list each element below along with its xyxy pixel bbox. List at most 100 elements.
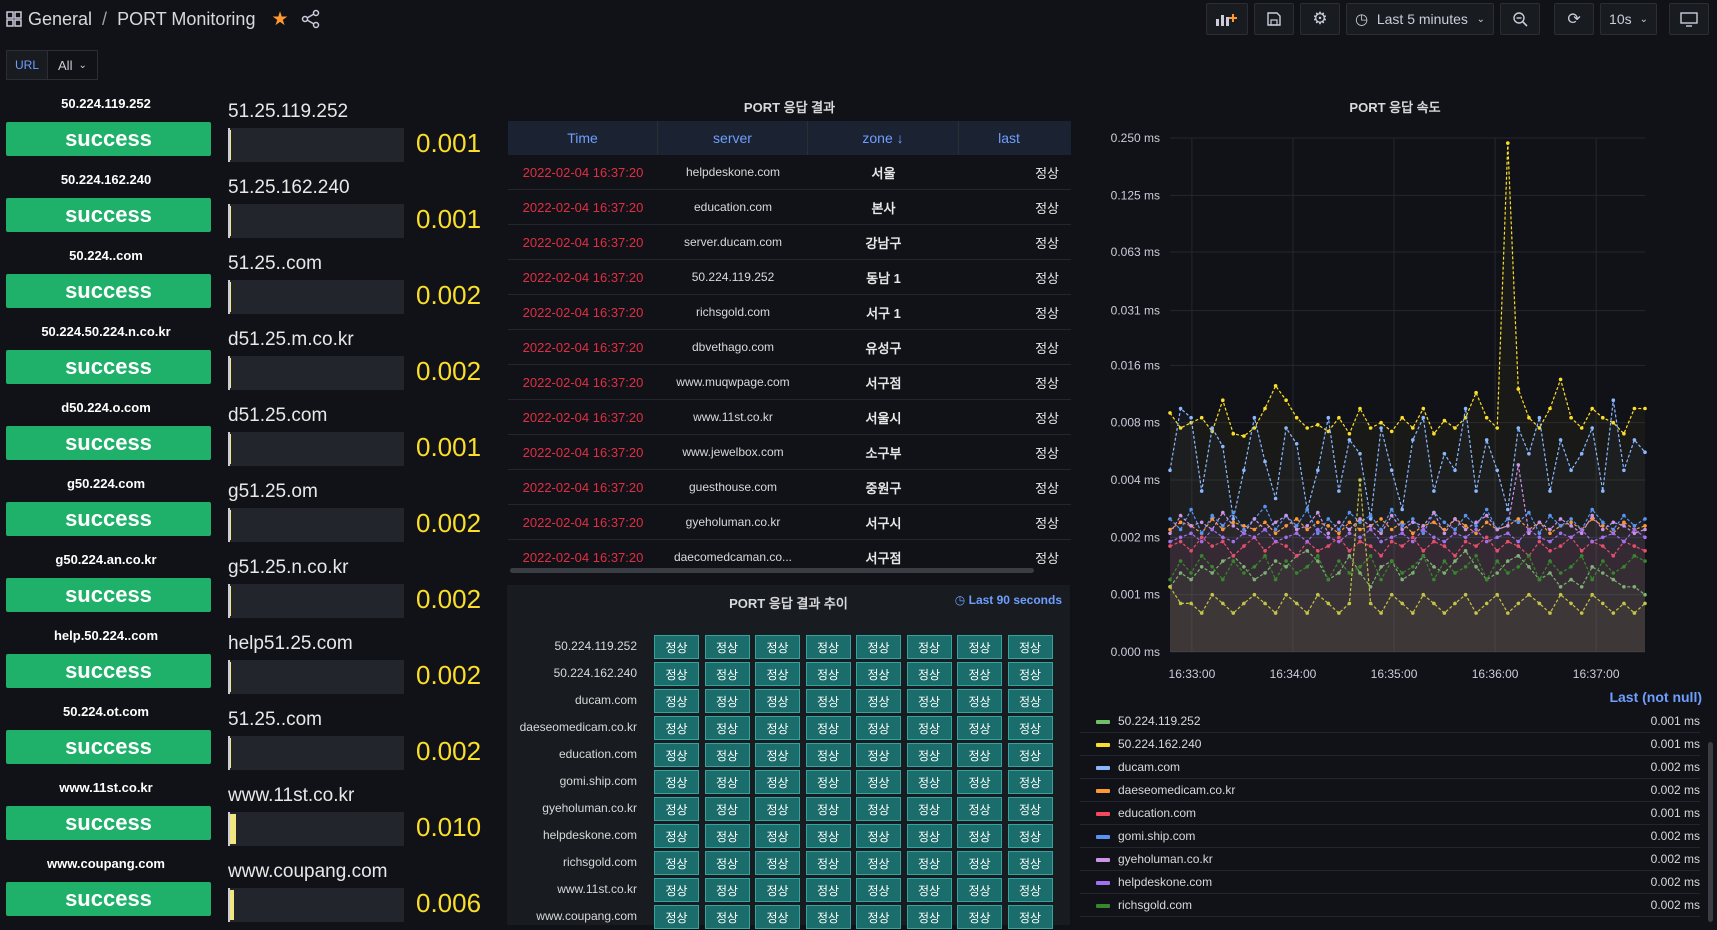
timeline-state-cell[interactable]: 정상 (755, 635, 800, 659)
timeline-state-cell[interactable]: 정상 (957, 662, 1002, 686)
legend-item[interactable]: education.com 0.001 ms (1080, 802, 1700, 825)
timeline-state-cell[interactable]: 정상 (856, 662, 901, 686)
timeline-state-cell[interactable]: 정상 (957, 824, 1002, 848)
timeline-state-cell[interactable]: 정상 (654, 635, 699, 659)
timeline-state-cell[interactable]: 정상 (805, 662, 851, 686)
timeline-state-cell[interactable]: 정상 (704, 635, 750, 659)
timeline-state-cell[interactable]: 정상 (654, 878, 699, 902)
timeline-state-cell[interactable]: 정상 (704, 662, 750, 686)
series-line[interactable] (1169, 505, 1646, 535)
legend-item[interactable]: gyeholuman.co.kr 0.002 ms (1080, 848, 1700, 871)
timeline-state-cell[interactable]: 정상 (654, 743, 699, 767)
legend-item[interactable]: 50.224.162.240 0.001 ms (1080, 733, 1700, 756)
timeline-state-cell[interactable]: 정상 (755, 770, 800, 794)
timeline-state-cell[interactable]: 정상 (906, 824, 952, 848)
table-horizontal-scrollbar[interactable] (510, 568, 1034, 573)
breadcrumb-folder[interactable]: General (28, 8, 93, 29)
timeline-state-cell[interactable]: 정상 (957, 797, 1002, 821)
column-header-zone[interactable]: zone ↓ (808, 121, 959, 155)
timeline-state-cell[interactable]: 정상 (755, 689, 800, 713)
series-line[interactable] (1169, 517, 1646, 535)
table-row[interactable]: 2022-02-04 16:37:20 50.224.119.252 동남 1 정상 (508, 260, 1071, 295)
timeline-state-cell[interactable]: 정상 (755, 716, 800, 740)
timeline-state-cell[interactable]: 정상 (755, 824, 800, 848)
timeline-state-cell[interactable]: 정상 (805, 797, 851, 821)
add-panel-button[interactable] (1206, 3, 1249, 35)
timeline-state-cell[interactable]: 정상 (805, 689, 851, 713)
column-header-last[interactable]: last (998, 130, 1020, 146)
timeline-state-cell[interactable]: 정상 (654, 770, 699, 794)
table-row[interactable]: 2022-02-04 16:37:20 dbvethago.com 유성구 정상 (508, 330, 1071, 365)
timeline-state-cell[interactable]: 정상 (755, 662, 800, 686)
timeline-state-cell[interactable]: 정상 (755, 905, 800, 929)
legend-vertical-scrollbar[interactable] (1708, 742, 1713, 922)
timeline-state-cell[interactable]: 정상 (805, 635, 851, 659)
series-line[interactable] (1169, 549, 1646, 596)
timeline-state-cell[interactable]: 정상 (856, 851, 901, 875)
dashboard-settings-button[interactable]: ⚙ (1300, 3, 1341, 35)
timeline-state-cell[interactable]: 정상 (1007, 797, 1053, 821)
timeline-state-cell[interactable]: 정상 (957, 770, 1002, 794)
series-line[interactable] (1169, 528, 1646, 543)
timeline-state-cell[interactable]: 정상 (704, 824, 750, 848)
timeline-state-cell[interactable]: 정상 (805, 878, 851, 902)
legend-item[interactable]: daeseomedicam.co.kr 0.002 ms (1080, 779, 1700, 802)
share-icon[interactable] (301, 9, 321, 29)
table-row[interactable]: 2022-02-04 16:37:20 server.ducam.com 강남구 정상 (508, 225, 1071, 260)
timeline-state-cell[interactable]: 정상 (906, 662, 952, 686)
timeline-state-cell[interactable]: 정상 (957, 689, 1002, 713)
timeline-state-cell[interactable]: 정상 (654, 716, 699, 740)
legend-item[interactable]: gomi.ship.com 0.002 ms (1080, 825, 1700, 848)
timeline-state-cell[interactable]: 정상 (704, 770, 750, 794)
timeline-state-cell[interactable]: 정상 (805, 851, 851, 875)
timeline-state-cell[interactable]: 정상 (704, 797, 750, 821)
table-row[interactable]: 2022-02-04 16:37:20 www.11st.co.kr 서울시 정상 (508, 400, 1071, 435)
tv-mode-button[interactable] (1669, 3, 1709, 35)
timeline-state-cell[interactable]: 정상 (957, 878, 1002, 902)
column-header-time[interactable]: Time (508, 121, 658, 155)
timeline-state-cell[interactable]: 정상 (856, 878, 901, 902)
table-row[interactable]: 2022-02-04 16:37:20 daecomedcaman.co... 서구… (508, 540, 1071, 568)
timeline-state-cell[interactable]: 정상 (704, 878, 750, 902)
timeline-state-cell[interactable]: 정상 (805, 743, 851, 767)
timeline-state-cell[interactable]: 정상 (1007, 716, 1053, 740)
timeline-state-cell[interactable]: 정상 (906, 689, 952, 713)
timeline-state-cell[interactable]: 정상 (704, 689, 750, 713)
timeline-state-cell[interactable]: 정상 (755, 878, 800, 902)
table-row[interactable]: 2022-02-04 16:37:20 guesthouse.com 중원구 정상 (508, 470, 1071, 505)
legend-item[interactable]: richsgold.com 0.002 ms (1080, 894, 1700, 917)
legend-header[interactable]: Last (not null) (1609, 689, 1702, 705)
timeline-state-cell[interactable]: 정상 (957, 905, 1002, 929)
timeline-state-cell[interactable]: 정상 (957, 743, 1002, 767)
timeline-state-cell[interactable]: 정상 (1007, 635, 1053, 659)
timeline-state-cell[interactable]: 정상 (805, 905, 851, 929)
timeline-state-cell[interactable]: 정상 (957, 635, 1002, 659)
timeline-state-cell[interactable]: 정상 (805, 770, 851, 794)
timeline-state-cell[interactable]: 정상 (856, 797, 901, 821)
timeline-state-cell[interactable]: 정상 (906, 770, 952, 794)
timeline-state-cell[interactable]: 정상 (704, 851, 750, 875)
dashboards-grid-icon[interactable] (6, 11, 22, 27)
timeline-state-cell[interactable]: 정상 (906, 743, 952, 767)
timeline-state-cell[interactable]: 정상 (856, 689, 901, 713)
table-row[interactable]: 2022-02-04 16:37:20 www.muqwpage.com 서구점 정상 (508, 365, 1071, 400)
timeline-state-cell[interactable]: 정상 (856, 824, 901, 848)
timeline-state-cell[interactable]: 정상 (906, 851, 952, 875)
timeline-state-cell[interactable]: 정상 (906, 905, 952, 929)
timeline-state-cell[interactable]: 정상 (704, 716, 750, 740)
timeline-state-cell[interactable]: 정상 (906, 716, 952, 740)
page-title[interactable]: PORT Monitoring (117, 8, 256, 29)
timeline-state-cell[interactable]: 정상 (906, 635, 952, 659)
refresh-interval-picker[interactable]: 10s ⌄ (1600, 3, 1657, 35)
save-dashboard-button[interactable] (1254, 3, 1295, 35)
series-line[interactable] (1169, 400, 1646, 520)
series-line[interactable] (1169, 554, 1646, 581)
time-range-picker[interactable]: ◷ Last 5 minutes ⌄ (1346, 3, 1495, 35)
timeline-state-cell[interactable]: 정상 (755, 743, 800, 767)
timeline-state-cell[interactable]: 정상 (805, 824, 851, 848)
table-row[interactable]: 2022-02-04 16:37:20 gyeholuman.co.kr 서구시 정상 (508, 505, 1071, 540)
timeline-state-cell[interactable]: 정상 (1007, 851, 1053, 875)
timeline-state-cell[interactable]: 정상 (654, 851, 699, 875)
url-variable-select[interactable]: All ⌄ (48, 50, 98, 80)
timeline-state-cell[interactable]: 정상 (856, 743, 901, 767)
